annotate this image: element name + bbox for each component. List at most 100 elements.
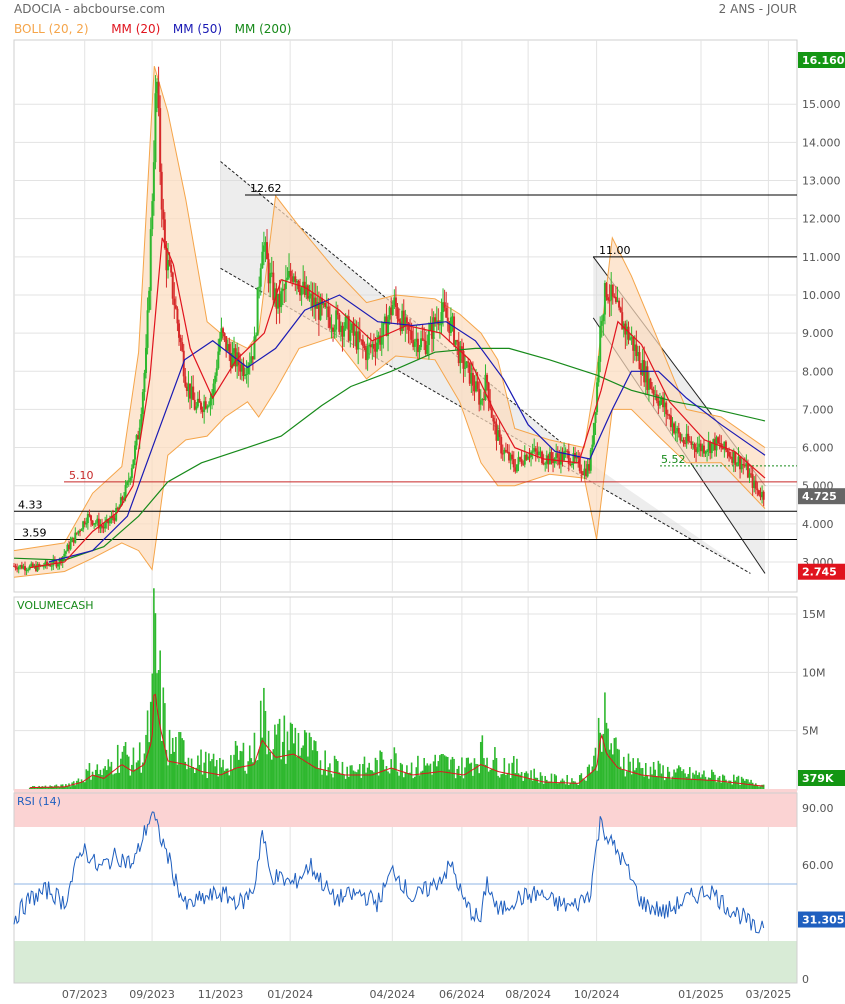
candle-body — [636, 352, 639, 357]
volume-bar — [116, 744, 119, 789]
candle-body — [751, 474, 754, 488]
volume-bar — [699, 777, 702, 789]
volume-bar — [731, 784, 734, 789]
volume-bar — [198, 764, 201, 789]
rsi-last-badge-bg — [798, 911, 845, 928]
volume-bar — [506, 772, 509, 789]
candle-body — [333, 329, 336, 332]
volume-bar — [421, 770, 424, 789]
chart-header-period: 2 ANS - JOUR — [719, 2, 797, 16]
volume-bar — [538, 782, 540, 789]
volume-bar — [300, 747, 303, 789]
price-level-label: 3.59 — [22, 526, 47, 539]
volume-tick-label: 10M — [802, 666, 826, 679]
volume-bar — [256, 760, 259, 789]
volume-bar — [398, 775, 400, 789]
candle-body — [603, 283, 606, 315]
candle-body — [577, 457, 580, 459]
chart-header-title: ADOCIA - abcbourse.com — [14, 2, 165, 16]
candle-body — [248, 362, 251, 366]
candle-body — [240, 363, 243, 372]
candle-body — [344, 316, 347, 329]
volume-bar — [622, 756, 625, 789]
candle-body — [160, 171, 163, 210]
volume-bar — [162, 687, 165, 789]
candle-body — [83, 521, 86, 525]
candle-body — [253, 336, 256, 360]
volume-bar — [395, 753, 397, 789]
candle-body — [495, 423, 498, 441]
candle-body — [457, 341, 460, 364]
candle-body — [572, 453, 575, 464]
volume-bar — [57, 786, 59, 789]
volume-bar — [131, 764, 133, 789]
volume-bar — [292, 743, 295, 789]
candle-body — [635, 344, 638, 357]
volume-bar — [377, 775, 380, 789]
volume-bar — [286, 731, 289, 789]
volume-bar — [344, 778, 347, 789]
volume-bar — [498, 777, 501, 789]
candle-body — [717, 437, 720, 444]
candle-body — [715, 437, 718, 451]
candle-body — [152, 162, 155, 202]
candle-body — [112, 516, 115, 518]
volume-bar — [118, 772, 121, 789]
volume-bar — [758, 786, 760, 789]
volume-bar — [420, 771, 422, 789]
volume-bar — [354, 771, 356, 789]
volume-bar — [659, 763, 661, 789]
volume-bar — [352, 770, 355, 789]
volume-bar — [479, 741, 482, 789]
candle-body — [726, 450, 729, 453]
volume-bar — [77, 778, 80, 789]
candle-body — [473, 385, 476, 392]
candle-body — [651, 388, 654, 390]
volume-bar — [294, 727, 297, 789]
volume-bar — [325, 775, 328, 789]
volume-bar — [517, 773, 520, 789]
candle-body — [550, 452, 553, 459]
candle-body — [321, 297, 324, 305]
price-min-badge-bg — [798, 563, 845, 580]
volume-bar — [575, 783, 578, 789]
volume-bar — [600, 751, 603, 789]
legend-entry: MM (50) — [173, 22, 222, 36]
volume-bar — [275, 734, 278, 789]
candle-body — [662, 397, 665, 408]
volume-bar — [404, 772, 407, 789]
volume-bar — [461, 757, 463, 789]
candle-body — [556, 453, 559, 458]
volume-bar — [756, 785, 759, 789]
price-tick-label: 14.000 — [802, 136, 841, 149]
candle-body — [394, 297, 397, 308]
volume-bar — [93, 775, 95, 789]
volume-bar — [743, 780, 746, 789]
x-tick-label: 04/2024 — [369, 988, 415, 1001]
volume-bar — [582, 778, 584, 789]
volume-bar — [278, 718, 281, 789]
volume-bar — [435, 766, 438, 789]
volume-bar — [673, 769, 675, 789]
candle-body — [184, 376, 187, 387]
candle-body — [602, 314, 605, 322]
volume-bar — [145, 734, 147, 789]
volume-bar — [94, 769, 97, 789]
candle-body — [618, 300, 621, 308]
candle-body — [209, 397, 212, 406]
candle-body — [322, 302, 325, 305]
volume-bar — [717, 777, 719, 789]
volume-bar — [261, 737, 264, 789]
volume-bar — [654, 769, 657, 789]
volume-bar — [272, 749, 275, 789]
volume-bar — [387, 771, 389, 789]
volume-bar — [239, 750, 242, 789]
volume-bar — [341, 761, 344, 789]
volume-bar — [140, 772, 143, 789]
volume-bar — [552, 782, 554, 789]
candle-body — [306, 285, 309, 299]
candle-body — [88, 514, 91, 516]
volume-bar — [640, 768, 642, 789]
candle-body — [31, 563, 34, 568]
candle-body — [470, 373, 473, 384]
